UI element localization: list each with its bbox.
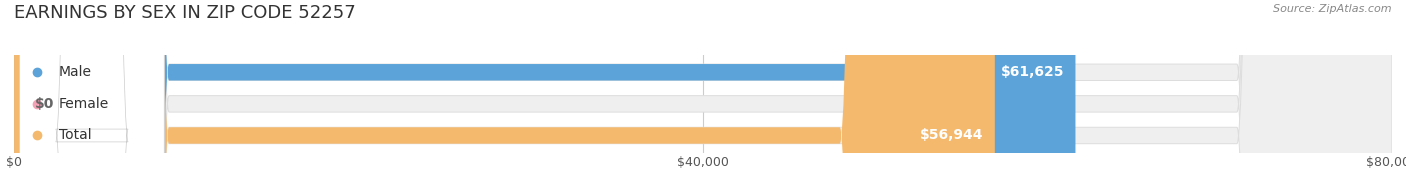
Text: $61,625: $61,625 [1001,65,1064,79]
Text: Total: Total [59,129,91,142]
FancyBboxPatch shape [14,0,1392,196]
FancyBboxPatch shape [14,0,995,196]
Text: Male: Male [59,65,91,79]
Text: Female: Female [59,97,108,111]
FancyBboxPatch shape [14,0,1076,196]
Text: Source: ZipAtlas.com: Source: ZipAtlas.com [1274,4,1392,14]
FancyBboxPatch shape [20,0,165,196]
FancyBboxPatch shape [14,0,1392,196]
Text: $0: $0 [35,97,53,111]
Text: EARNINGS BY SEX IN ZIP CODE 52257: EARNINGS BY SEX IN ZIP CODE 52257 [14,4,356,22]
FancyBboxPatch shape [14,0,1392,196]
Text: $56,944: $56,944 [921,129,984,142]
FancyBboxPatch shape [20,0,165,196]
FancyBboxPatch shape [20,0,165,196]
